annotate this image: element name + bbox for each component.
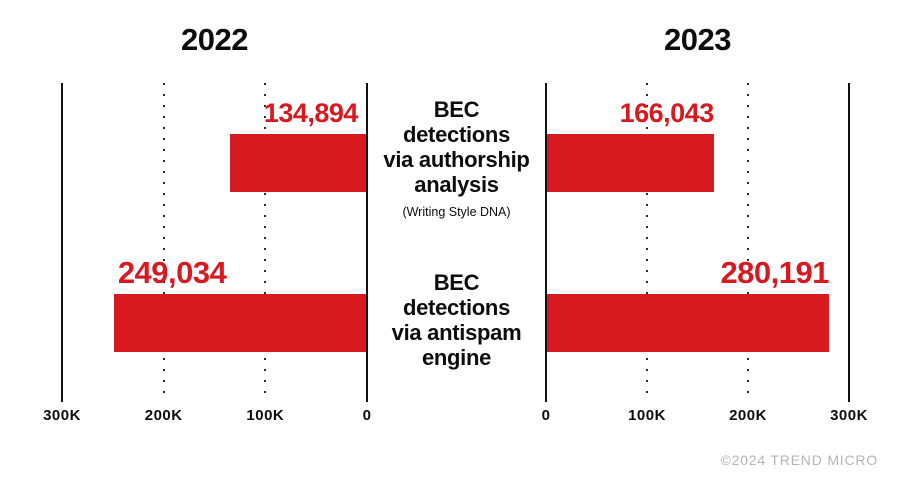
panel-title-2023: 2023: [664, 22, 731, 57]
axis-tick-label: 300K: [43, 407, 81, 424]
axis-tick-label: 0: [362, 407, 372, 424]
value-label: 280,191: [720, 255, 829, 290]
gridline: [264, 83, 267, 402]
category-label: BEC detections via authorship analysis (Writ…: [367, 97, 546, 219]
value-label: 134,894: [263, 98, 359, 128]
axis-tick-label: 200K: [729, 407, 767, 424]
panel-title-2022: 2022: [181, 22, 248, 57]
gridline: [747, 83, 749, 402]
category-subtitle: (Writing Style DNA): [402, 205, 511, 219]
category-label: BEC detections via antispam engine: [367, 270, 546, 370]
bar-2023-row1: [546, 294, 829, 352]
axis-line: [848, 83, 850, 402]
value-label: 249,034: [117, 255, 227, 290]
bar-2022-row1: [113, 294, 367, 352]
axis-tick-label: 100K: [246, 407, 285, 424]
axis-line: [366, 83, 368, 402]
bar-2022-row0: [229, 134, 367, 192]
value-label: 166,043: [619, 98, 715, 128]
bar-2023-row0: [546, 134, 714, 192]
category-label-text: BEC detections via antispam engine: [391, 270, 522, 370]
gridline: [646, 83, 648, 402]
axis-tick-label: 300K: [830, 407, 868, 424]
axis-tick-label: 200K: [144, 407, 183, 424]
gridline: [162, 83, 165, 402]
axis-line: [545, 83, 547, 402]
copyright-text: ©2024 TREND MICRO: [720, 452, 878, 468]
axis-line: [61, 83, 63, 402]
axis-tick-label: 100K: [628, 407, 666, 424]
category-label-text: BEC detections via authorship analysis: [383, 97, 530, 197]
axis-tick-label: 0: [541, 407, 551, 424]
